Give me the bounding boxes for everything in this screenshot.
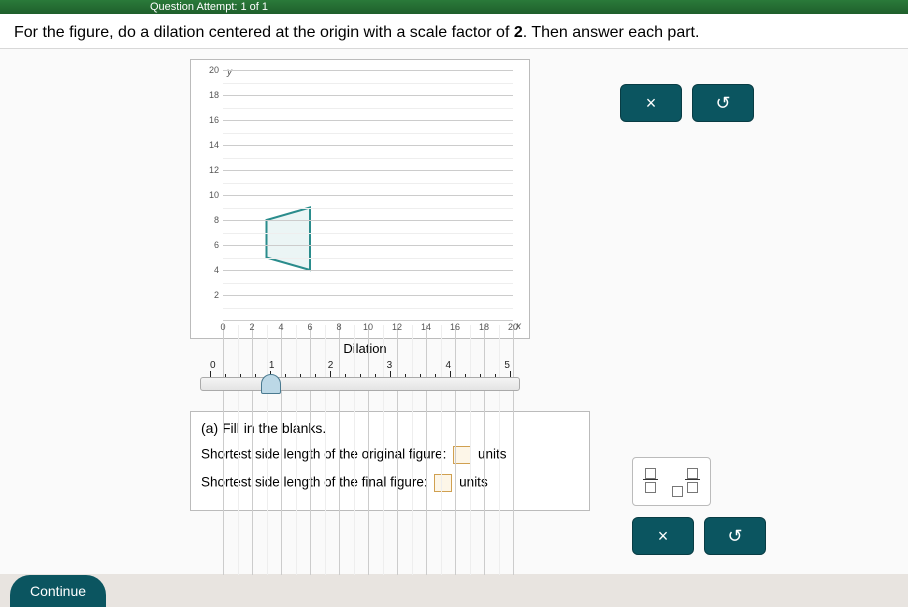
attempt-text: Question Attempt: 1 of 1	[150, 1, 268, 13]
content-area: For the figure, do a dilation centered a…	[0, 14, 908, 574]
continue-button[interactable]: Continue	[10, 575, 106, 607]
close-button-2[interactable]: ×	[632, 517, 694, 555]
scale-factor: 2	[514, 24, 523, 41]
original-length-row: Shortest side length of the original fig…	[201, 446, 579, 464]
question-prompt: For the figure, do a dilation centered a…	[0, 14, 908, 49]
part-a-panel: (a) Fill in the blanks. Shortest side le…	[190, 411, 590, 511]
mixed-fraction-button[interactable]	[672, 466, 700, 497]
coordinate-grid[interactable]: y x 024681012141618202468101214161820	[190, 59, 530, 339]
slider-track[interactable]	[200, 377, 520, 391]
chart-wrap: y x 024681012141618202468101214161820 Di…	[190, 59, 540, 391]
workspace: y x 024681012141618202468101214161820 Di…	[0, 59, 908, 391]
prompt-suffix: . Then answer each part.	[523, 24, 700, 41]
fraction-tools	[632, 457, 711, 506]
final-length-input[interactable]	[434, 474, 452, 492]
button-panel-1: × ↺	[620, 84, 754, 122]
slider-thumb[interactable]	[261, 374, 281, 394]
header-bar: Question Attempt: 1 of 1	[0, 0, 908, 14]
button-panel-2: × ↺	[632, 517, 766, 555]
prompt-prefix: For the figure, do a dilation centered a…	[14, 24, 514, 41]
close-button[interactable]: ×	[620, 84, 682, 122]
slider-scale: 012345	[210, 360, 510, 371]
slider: 012345	[200, 360, 520, 391]
reset-button[interactable]: ↺	[692, 84, 754, 122]
reset-button-2[interactable]: ↺	[704, 517, 766, 555]
grid-area: 024681012141618202468101214161820	[223, 70, 513, 320]
part-a-header: (a) Fill in the blanks.	[201, 420, 579, 436]
fraction-button[interactable]	[643, 466, 658, 497]
units-label-1: units	[478, 447, 507, 462]
slider-label: Dilation	[190, 341, 540, 356]
final-length-label: Shortest side length of the final figure…	[201, 475, 428, 490]
final-length-row: Shortest side length of the final figure…	[201, 474, 579, 492]
